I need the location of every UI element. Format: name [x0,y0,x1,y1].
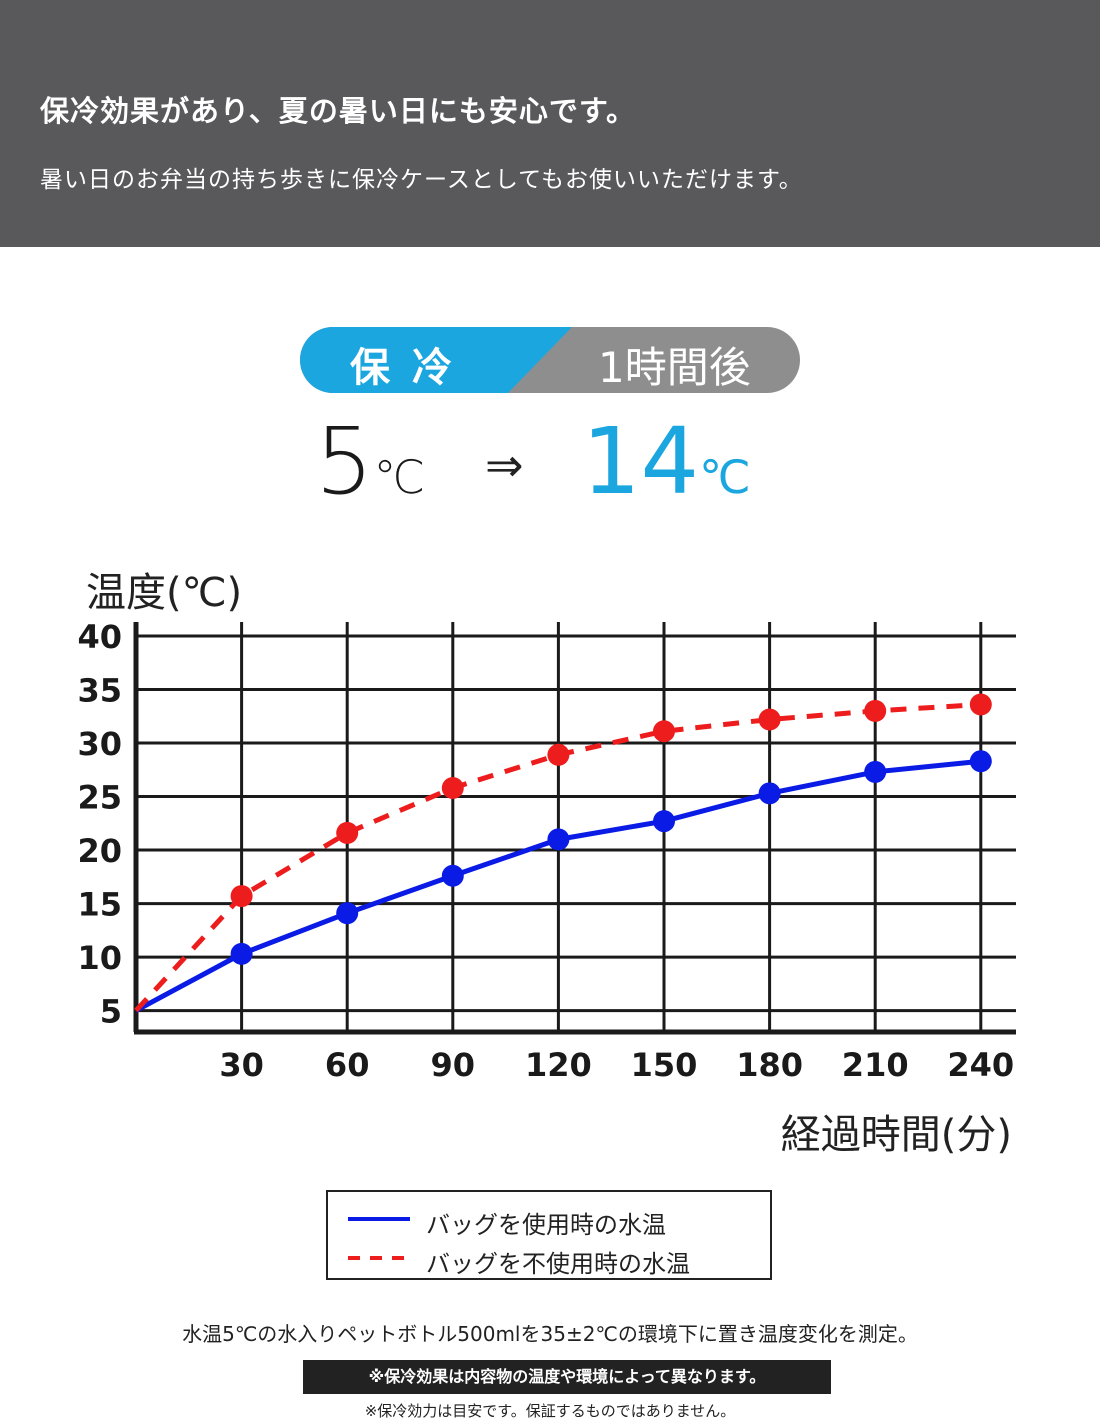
measurement-note: 水温5℃の水入りペットボトル500mlを35±2℃の環境下に置き温度変化を測定。 [182,1322,918,1346]
y-tick-label: 20 [77,832,122,870]
banner-title: 保冷効果があり、夏の暑い日にも安心です。 [40,94,636,128]
legend: バッグを使用時の水温 バッグを不使用時の水温 [326,1190,772,1280]
y-tick-label: 10 [77,939,122,977]
badge-shape [300,327,800,393]
x-tick-label: 30 [219,1046,264,1084]
badge-label: 保冷 [350,345,474,391]
series-1-point [864,699,887,722]
series-0-point [441,864,464,887]
series-1-point [653,720,675,743]
notice-banner: ※保冷効果は内容物の温度や環境によって異なります。 [303,1360,831,1394]
x-tick-label: 150 [631,1046,698,1084]
series-1-point [441,776,464,799]
temp-before: 5℃ [315,412,425,527]
x-tick-label: 180 [736,1046,803,1084]
y-tick-label: 25 [77,779,122,817]
legend-item-with-bag: バッグを使用時の水温 [348,1205,758,1239]
series-0-point [758,782,781,805]
y-tick-label: 35 [77,672,122,710]
y-tick-label: 30 [77,725,122,763]
series-1-point [336,821,359,844]
y-tick-label: 15 [77,886,122,924]
y-tick-label: 40 [77,618,122,656]
series-1-point [230,885,253,908]
header-banner: 保冷効果があり、夏の暑い日にも安心です。 暑い日のお弁当の持ち歩きに保冷ケースと… [0,0,1100,247]
temp-before-value: 5 [315,408,374,515]
cooling-badge: 保冷 1時間後 [300,327,800,393]
banner-subtitle: 暑い日のお弁当の持ち歩きに保冷ケースとしてもお使いいただけます。 [40,167,803,193]
series-1-point [969,693,992,716]
disclaimer: ※保冷効力は目安です。保証するものではありません。 [364,1402,736,1420]
temp-before-unit: ℃ [373,450,426,504]
temp-after-unit: ℃ [699,450,751,504]
series-1-point [547,743,570,766]
series-0-point [230,942,253,965]
arrow-icon: ⇒ [485,438,524,492]
series-0-point [336,902,359,925]
series-0-point [864,760,887,783]
legend-item-without-bag: バッグを不使用時の水温 [348,1244,758,1278]
y-axis-title: 温度(℃) [86,570,242,616]
temp-after: 14℃ [582,412,751,527]
legend-label-with-bag: バッグを使用時の水温 [426,1211,666,1239]
temperature-chart: 5 10 15 20 25 30 35 40 30 60 90 120 150 180 210 240 温度(℃… [77,570,1016,1158]
x-tick-label: 120 [525,1046,592,1084]
badge-time: 1時間後 [598,343,751,392]
legend-line-solid [348,1217,410,1221]
x-tick-label: 90 [431,1046,476,1084]
series-0-point [969,750,992,773]
x-tick-label: 210 [842,1046,909,1084]
legend-label-without-bag: バッグを不使用時の水温 [426,1250,690,1278]
series-0-point [653,810,675,833]
x-tick-label: 240 [947,1046,1014,1084]
x-axis-title: 経過時間(分) [781,1112,1012,1158]
series-0-point [547,828,570,851]
x-tick-label: 60 [325,1046,370,1084]
y-tick-label: 5 [100,993,122,1031]
legend-line-dashed [348,1256,410,1260]
temp-after-value: 14 [582,408,700,515]
series-1-point [758,708,781,731]
